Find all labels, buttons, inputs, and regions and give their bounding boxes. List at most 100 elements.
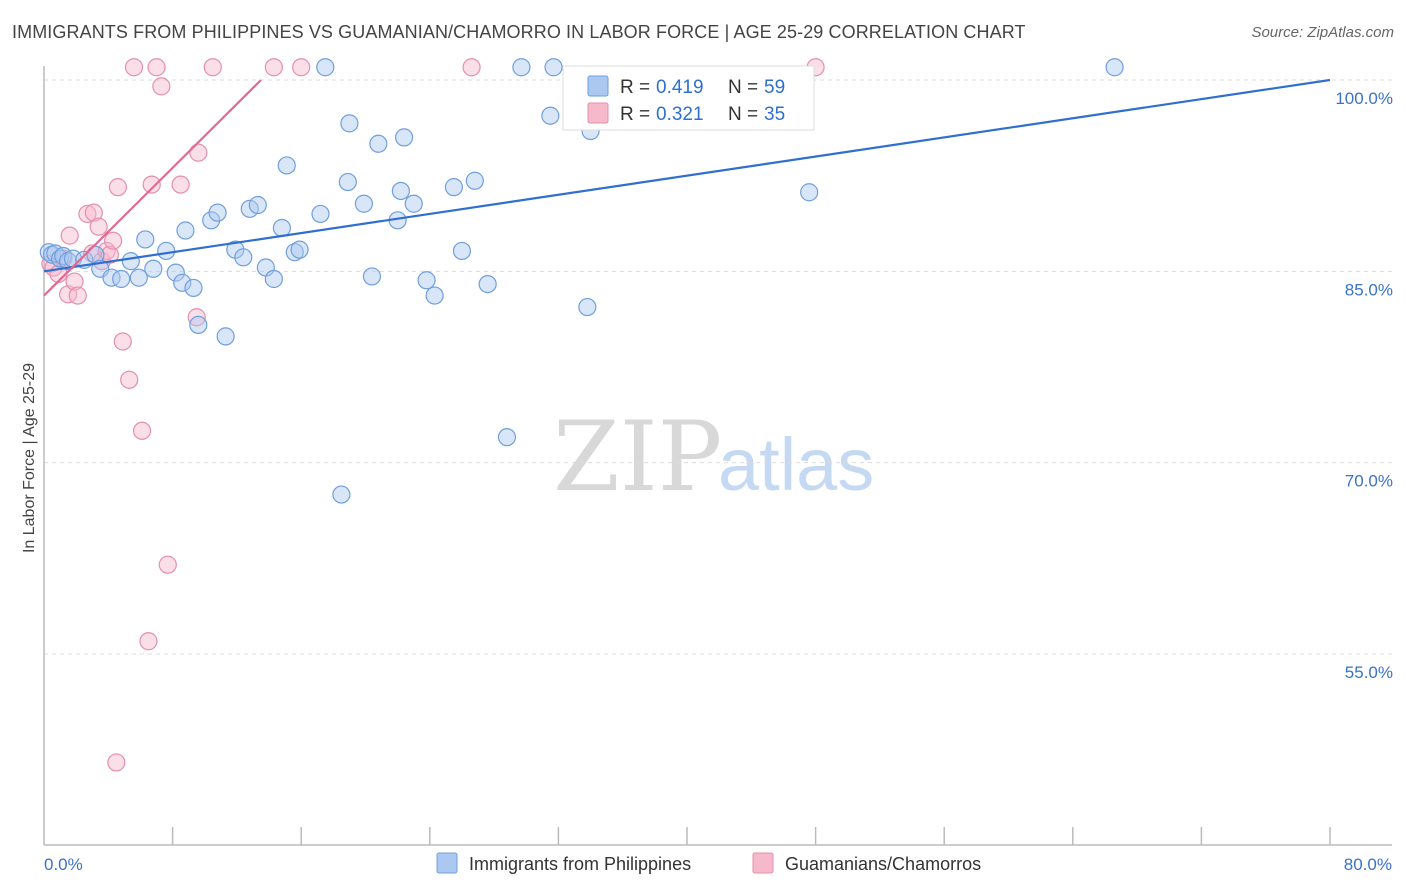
legend-r-label-2: R =: [620, 104, 650, 125]
guamanian-point: [78, 204, 97, 224]
philippines-point: [272, 218, 292, 238]
philippines-point: [166, 263, 185, 282]
philippines-point: [465, 171, 484, 190]
legend-r-label-1: R =: [620, 77, 650, 98]
philippines-point: [338, 172, 357, 192]
philippines-point: [497, 428, 517, 447]
trend-lines: [43, 78, 1331, 297]
chart-title: IMMIGRANTS FROM PHILIPPINES VS GUAMANIAN…: [12, 22, 1026, 42]
philippines-point: [478, 274, 497, 294]
philippines-point: [176, 221, 195, 240]
legend-n-label-2: N =: [728, 104, 758, 125]
philippines-point: [541, 106, 560, 125]
axes: [43, 66, 1392, 846]
philippines-point: [404, 194, 423, 213]
philippines-point: [800, 183, 819, 202]
source-credit: Source: ZipAtlas.com: [1251, 24, 1394, 41]
gridlines: [44, 79, 1392, 655]
guamanian-point: [65, 272, 84, 291]
philippines-point: [394, 128, 414, 147]
guamanian-point: [264, 58, 283, 77]
philippines-point: [184, 278, 203, 298]
philippines-point: [1105, 58, 1124, 77]
y-tick-label: 55.0%: [1345, 663, 1393, 682]
philippines-point: [369, 134, 388, 153]
guamanian-point: [139, 632, 158, 651]
philippines-point: [425, 286, 444, 305]
guamanian-point: [462, 58, 481, 77]
tick-labels: 55.0% 70.0% 85.0% 100.0% 0.0% 80.0%: [44, 89, 1393, 874]
philippines-point: [512, 58, 531, 77]
guamanian-point: [142, 175, 161, 194]
philippines-point: [316, 58, 335, 77]
x-tick-label: 0.0%: [44, 855, 83, 874]
philippines-point: [234, 248, 253, 267]
philippines-point: [157, 241, 176, 261]
philippines-trend-line: [43, 78, 1331, 273]
series-legend: Immigrants from Philippines Guamanians/C…: [436, 852, 981, 874]
philippines-point: [391, 181, 410, 201]
philippines-point: [444, 178, 464, 197]
guamanian-point: [147, 58, 166, 77]
y-axis-label: In Labor Force | Age 25-29: [21, 363, 38, 553]
guamanian-point: [107, 753, 126, 772]
guamanian-point: [120, 370, 139, 389]
guamanian-point: [189, 143, 208, 162]
guamanian-point: [132, 421, 152, 440]
philippines-point: [102, 268, 121, 287]
philippines-point: [59, 252, 78, 271]
philippines-point: [354, 194, 373, 213]
guamanian-point: [292, 58, 311, 77]
philippines-point: [340, 114, 359, 133]
philippines-points: [39, 58, 1124, 504]
philippines-point: [173, 273, 192, 292]
guamanian-point: [171, 175, 190, 194]
guamanian-point: [124, 58, 144, 77]
philippines-point: [452, 241, 472, 261]
legend-swatch-blue: [587, 75, 609, 97]
guamanian-point: [108, 178, 128, 197]
y-tick-label: 70.0%: [1345, 472, 1393, 491]
series-legend-label-pink: Guamanians/Chamorros: [785, 854, 981, 874]
series-legend-label-blue: Immigrants from Philippines: [469, 854, 691, 874]
guamanian-point: [152, 77, 171, 96]
philippines-point: [144, 259, 163, 278]
guamanian-point: [158, 555, 177, 574]
guamanian-point: [84, 203, 103, 222]
philippines-point: [290, 240, 309, 259]
philippines-point: [136, 230, 155, 249]
philippines-point: [39, 243, 58, 262]
philippines-point: [285, 243, 304, 262]
philippines-point: [264, 269, 283, 289]
guamanian-point: [68, 286, 87, 305]
guamanian-point: [104, 231, 123, 250]
philippines-point: [248, 195, 267, 215]
guamanian-point: [60, 226, 79, 245]
philippines-point: [129, 268, 148, 287]
philippines-point: [189, 315, 208, 335]
legend-n-label-1: N =: [728, 77, 758, 98]
philippines-point: [311, 204, 330, 224]
guamanian-point: [89, 217, 108, 236]
legend-n-value-2: 35: [764, 104, 785, 125]
watermark-zip: ZIP: [553, 401, 722, 513]
philippines-point: [544, 58, 563, 77]
legend-n-value-1: 59: [764, 77, 785, 98]
guamanian-point: [100, 245, 120, 264]
stats-legend: R = 0.419 N = 59 R = 0.321 N = 35: [562, 65, 815, 131]
y-tick-label: 85.0%: [1345, 280, 1393, 299]
legend-r-value-1: 0.419: [656, 77, 704, 98]
philippines-point: [216, 327, 235, 346]
philippines-point: [112, 269, 131, 289]
guamanian-point: [187, 308, 206, 327]
philippines-point: [332, 485, 351, 504]
series-legend-swatch-pink: [752, 852, 774, 874]
legend-r-value-2: 0.321: [656, 104, 704, 125]
philippines-point: [208, 203, 227, 222]
series-legend-swatch-blue: [436, 852, 458, 874]
x-tick-label: 80.0%: [1344, 855, 1392, 874]
y-tick-label: 100.0%: [1335, 89, 1393, 108]
philippines-point: [277, 156, 296, 175]
philippines-point: [362, 267, 382, 286]
philippines-point: [578, 297, 597, 317]
